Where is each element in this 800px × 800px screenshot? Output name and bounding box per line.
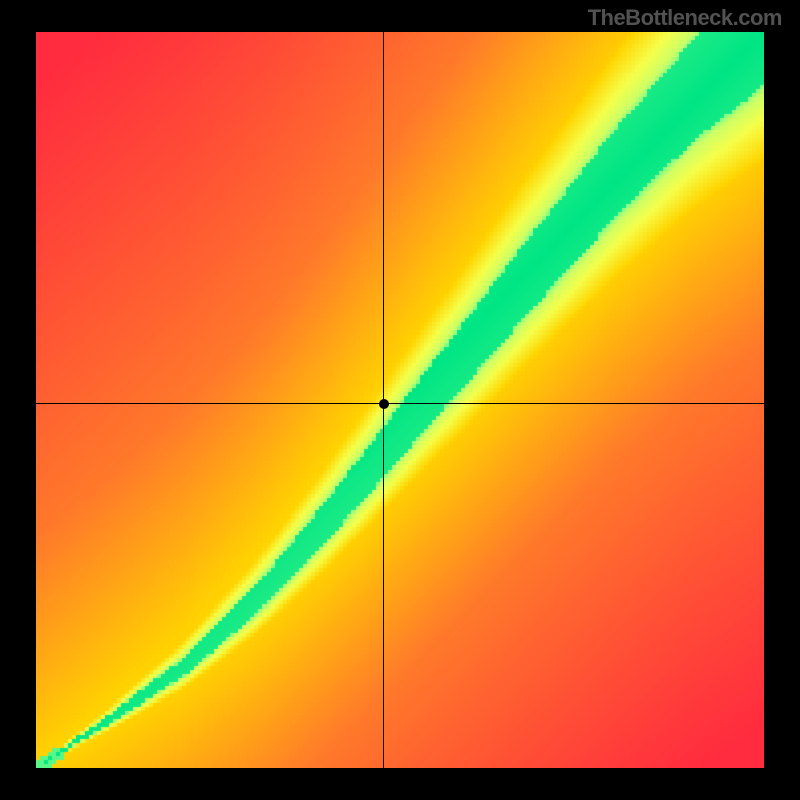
heatmap-plot xyxy=(36,32,764,768)
chart-container: TheBottleneck.com xyxy=(0,0,800,800)
crosshair-marker xyxy=(379,399,389,409)
watermark-text: TheBottleneck.com xyxy=(588,5,782,31)
heatmap-canvas xyxy=(36,32,764,768)
crosshair-horizontal xyxy=(36,403,764,404)
